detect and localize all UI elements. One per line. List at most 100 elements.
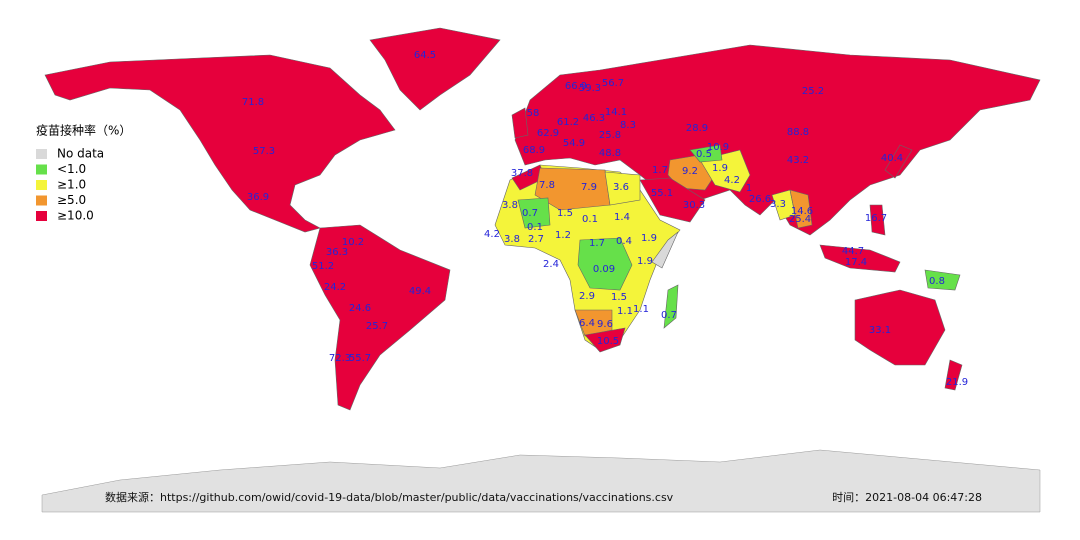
value-label: 43.2	[787, 155, 809, 166]
value-labels: 64.5 71.8 57.3 36.9 10.236.3 51.2 24.2 49.4 24.6…	[242, 50, 968, 388]
value-label: 61.2	[557, 117, 579, 128]
value-label: 68.9	[523, 145, 545, 156]
value-label: 9.2	[682, 166, 698, 177]
value-label: 33.1	[869, 325, 891, 336]
value-label: 21.9	[946, 377, 968, 388]
value-label: 0.09	[593, 264, 615, 275]
legend-swatch	[36, 195, 47, 206]
value-label: 7.8	[539, 180, 555, 191]
value-label: 1.5	[557, 208, 573, 219]
value-label: 1.7	[652, 165, 668, 176]
legend-label: No data	[57, 147, 104, 161]
value-label: 0.1	[527, 222, 543, 233]
north-africa	[534, 167, 611, 211]
value-label: 4.2	[484, 229, 500, 240]
uk	[511, 107, 529, 139]
value-label: 16.7	[865, 213, 887, 224]
value-label: 88.8	[787, 127, 809, 138]
value-label: 1.9	[641, 233, 657, 244]
value-label: 55.7	[349, 353, 371, 364]
north-america	[44, 54, 396, 233]
value-label: 7.9	[581, 182, 597, 193]
value-label: 1	[746, 183, 752, 194]
value-label: 72.3	[329, 353, 351, 364]
value-label: 3.8	[504, 234, 520, 245]
value-label: 44.7	[842, 246, 864, 257]
value-label: 10.2	[342, 237, 364, 248]
timestamp: 时间：2021-08-04 06:47:28	[832, 491, 982, 504]
legend-swatch	[36, 164, 47, 175]
green-asia	[689, 144, 723, 163]
landmasses	[41, 27, 1041, 513]
value-label: 1.7	[589, 238, 605, 249]
value-label: 1.2	[555, 230, 571, 241]
value-label: 0.1	[582, 214, 598, 225]
legend: 疫苗接种率（%） No data<1.0 ≥1.0≥5.0 ≥10.0	[36, 123, 131, 223]
value-label: 0.8	[929, 276, 945, 287]
value-label: 3.6	[613, 182, 629, 193]
value-label: 30.3	[683, 200, 705, 211]
value-label: 25.7	[366, 321, 388, 332]
value-label: 58	[527, 108, 540, 119]
value-label: 36.9	[247, 192, 269, 203]
value-label: 1.1	[617, 306, 633, 317]
australia	[854, 289, 946, 366]
myanmar-region	[789, 189, 813, 229]
value-label: 37.8	[511, 168, 533, 179]
value-label: 28.9	[686, 123, 708, 134]
no-data-somalia	[651, 231, 679, 269]
value-label: 10.9	[707, 142, 729, 153]
legend-label: ≥1.0	[57, 178, 86, 192]
value-label: 1.9	[712, 163, 728, 174]
central-africa	[577, 237, 633, 291]
south-america	[309, 224, 451, 411]
value-label: 9.6	[597, 319, 613, 330]
value-label: 2.9	[579, 291, 595, 302]
value-label: 1.9	[637, 256, 653, 267]
papua	[924, 269, 961, 291]
value-label: 8.3	[620, 120, 636, 131]
value-label: 0.7	[522, 208, 538, 219]
value-label: 10.5	[597, 336, 619, 347]
value-label: 54.9	[563, 138, 585, 149]
arabia	[639, 177, 706, 223]
value-label: 25.4	[789, 214, 811, 225]
value-label: 24.6	[349, 303, 371, 314]
west-africa-green	[517, 197, 551, 229]
greenland	[369, 27, 501, 111]
legend-title: 疫苗接种率（%）	[36, 123, 131, 138]
value-label: 56.7	[602, 78, 624, 89]
egypt	[604, 171, 641, 206]
south-africa	[584, 327, 626, 353]
value-label: 46.3	[583, 113, 605, 124]
value-label: 1.5	[611, 292, 627, 303]
value-label: 40.4	[881, 153, 903, 164]
new-zealand	[944, 359, 963, 391]
value-label: 64.5	[414, 50, 436, 61]
value-label: 36.3	[326, 247, 348, 258]
value-label: 59.3	[579, 83, 601, 94]
legend-label: <1.0	[57, 162, 86, 176]
value-label: 51.2	[312, 261, 334, 272]
value-label: 3.8	[502, 200, 518, 211]
legend-swatch	[36, 211, 47, 221]
value-label: 17.4	[845, 257, 867, 268]
value-label: 2.4	[543, 259, 559, 270]
philippines	[869, 204, 886, 236]
antarctica	[41, 449, 1041, 513]
value-label: 49.4	[409, 286, 431, 297]
value-label: 25.8	[599, 130, 621, 141]
value-label: 14.6	[791, 206, 813, 217]
value-label: 0.4	[616, 236, 632, 247]
value-label: 62.9	[537, 128, 559, 139]
value-label: 1.1	[633, 304, 649, 315]
legend-label: ≥5.0	[57, 193, 86, 207]
value-label: 3.3	[770, 199, 786, 210]
value-label: 55.1	[651, 188, 673, 199]
value-label: 4.2	[724, 175, 740, 186]
source: 数据来源：https://github.com/owid/covid-19-da…	[105, 490, 674, 504]
value-label: 48.8	[599, 148, 621, 159]
value-label: 71.8	[242, 97, 264, 108]
value-label: 24.2	[324, 282, 346, 293]
